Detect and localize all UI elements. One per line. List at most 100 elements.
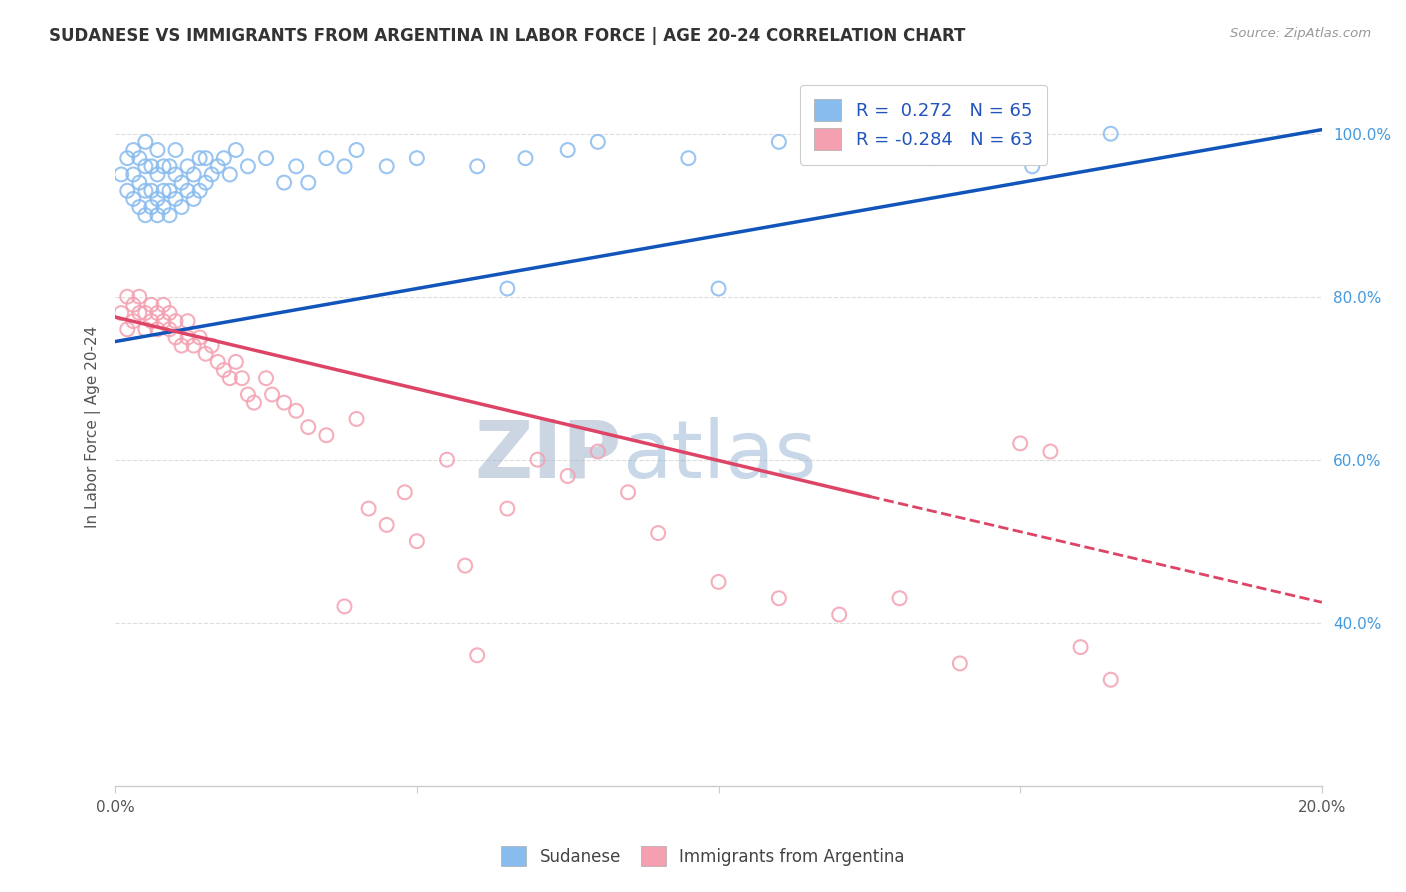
Point [212, 151, 235, 165]
Point [768, 135, 790, 149]
Point [141, 200, 163, 214]
Text: ZIP: ZIP [475, 417, 621, 495]
Point [134, 135, 156, 149]
Point [141, 184, 163, 198]
Point [496, 501, 519, 516]
Point [454, 558, 477, 573]
Point [117, 290, 139, 304]
Point [122, 168, 145, 182]
Point [707, 574, 730, 589]
Point [188, 330, 211, 344]
Point [152, 298, 174, 312]
Point [110, 306, 132, 320]
Point [170, 176, 193, 190]
Point [183, 168, 205, 182]
Point [297, 420, 319, 434]
Point [617, 485, 640, 500]
Point [176, 330, 198, 344]
Point [134, 208, 156, 222]
Point [170, 200, 193, 214]
Point [128, 176, 150, 190]
Point [315, 428, 337, 442]
Point [254, 371, 277, 385]
Point [225, 355, 247, 369]
Point [1070, 640, 1092, 654]
Point [165, 168, 187, 182]
Point [152, 184, 174, 198]
Text: SUDANESE VS IMMIGRANTS FROM ARGENTINA IN LABOR FORCE | AGE 20-24 CORRELATION CHA: SUDANESE VS IMMIGRANTS FROM ARGENTINA IN… [49, 27, 966, 45]
Point [273, 176, 295, 190]
Point [134, 306, 156, 320]
Point [141, 298, 163, 312]
Point [194, 347, 217, 361]
Point [207, 159, 229, 173]
Point [117, 151, 139, 165]
Point [768, 591, 790, 606]
Point [465, 648, 488, 663]
Point [949, 657, 972, 671]
Point [146, 306, 169, 320]
Point [254, 151, 277, 165]
Point [122, 143, 145, 157]
Point [828, 607, 851, 622]
Point [146, 322, 169, 336]
Point [889, 591, 911, 606]
Point [134, 159, 156, 173]
Point [183, 338, 205, 352]
Point [146, 143, 169, 157]
Point [405, 534, 427, 549]
Point [236, 159, 259, 173]
Point [141, 159, 163, 173]
Text: Source: ZipAtlas.com: Source: ZipAtlas.com [1230, 27, 1371, 40]
Point [1099, 673, 1122, 687]
Point [117, 322, 139, 336]
Point [357, 501, 380, 516]
Point [159, 184, 181, 198]
Point [557, 143, 579, 157]
Point [159, 322, 181, 336]
Point [110, 168, 132, 182]
Point [243, 395, 266, 409]
Point [165, 330, 187, 344]
Point [122, 192, 145, 206]
Point [146, 168, 169, 182]
Point [176, 159, 198, 173]
Point [236, 387, 259, 401]
Point [201, 168, 224, 182]
Point [586, 135, 609, 149]
Point [346, 143, 368, 157]
Point [375, 159, 398, 173]
Legend: Sudanese, Immigrants from Argentina: Sudanese, Immigrants from Argentina [494, 838, 912, 875]
Point [260, 387, 283, 401]
Point [1039, 444, 1062, 458]
Point [207, 355, 229, 369]
Point [128, 151, 150, 165]
Point [146, 208, 169, 222]
Point [165, 192, 187, 206]
Point [165, 143, 187, 157]
Point [225, 143, 247, 157]
Point [405, 151, 427, 165]
Point [212, 363, 235, 377]
Point [496, 281, 519, 295]
Point [333, 599, 356, 614]
Point [128, 290, 150, 304]
Point [346, 412, 368, 426]
Point [165, 314, 187, 328]
Point [152, 200, 174, 214]
Point [159, 208, 181, 222]
Point [918, 151, 941, 165]
Point [188, 184, 211, 198]
Point [285, 159, 308, 173]
Point [152, 314, 174, 328]
Point [394, 485, 416, 500]
Point [159, 306, 181, 320]
Point [218, 168, 240, 182]
Point [176, 184, 198, 198]
Point [297, 176, 319, 190]
Point [1099, 127, 1122, 141]
Point [201, 338, 224, 352]
Point [678, 151, 700, 165]
Point [557, 469, 579, 483]
Point [515, 151, 537, 165]
